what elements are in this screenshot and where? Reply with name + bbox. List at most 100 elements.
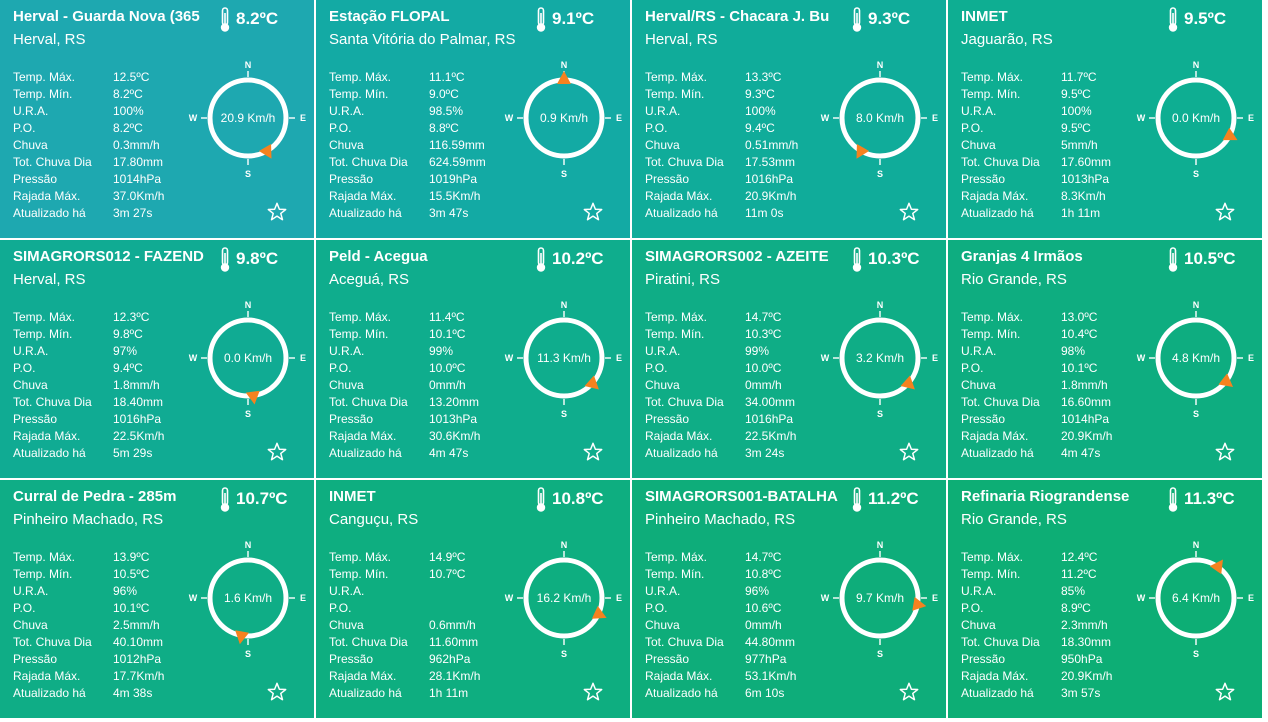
compass-ring [839, 557, 921, 639]
measurement-value: 3m 24s [745, 446, 785, 460]
measurement-label: Temp. Mín. [13, 87, 73, 101]
favorite-star-icon[interactable] [898, 681, 920, 703]
measurement-label: Rajada Máx. [961, 429, 1029, 443]
measurement-row-ura: U.R.A. 97% [13, 343, 203, 360]
station-card-2[interactable]: Estação FLOPAL 9.1ºC Santa Vitória do Pa… [316, 0, 630, 238]
compass-ticks [833, 551, 927, 645]
measurement-value: 1016hPa [113, 412, 162, 426]
station-name: Curral de Pedra - 285m [13, 488, 177, 505]
measurement-value: 8.2ºC [113, 87, 143, 101]
measurement-row-pressao: Pressão 1014hPa [13, 171, 203, 188]
wind-compass: N S E W 0.9 Km/h [505, 60, 622, 179]
measurement-row-po: P.O. 10.1ºC [961, 360, 1151, 377]
station-card-11[interactable]: SIMAGRORS001-BATALHA 11.2ºC Pinheiro Mac… [632, 480, 946, 718]
measurement-label: P.O. [645, 361, 668, 375]
station-card-7[interactable]: SIMAGRORS002 - AZEITE 10.3ºC Piratini, R… [632, 240, 946, 478]
thermometer-icon [1168, 487, 1178, 512]
measurement-label: Rajada Máx. [645, 189, 713, 203]
measurements-list: Temp. Máx. 14.7ºC Temp. Mín. 10.8ºC U.R.A. 96… [645, 549, 835, 702]
station-card-12[interactable]: Refinaria Riograndense 11.3ºC Rio Grande… [948, 480, 1262, 718]
compass-ring [523, 557, 605, 639]
station-card-10[interactable]: INMET 10.8ºC Canguçu, RS Temp. Máx. 14.9º… [316, 480, 630, 718]
measurement-row-chuva: Chuva 1.8mm/h [13, 377, 203, 394]
favorite-star-icon[interactable] [1214, 201, 1236, 223]
favorite-star-icon[interactable] [898, 441, 920, 463]
wind-compass: N S E W 0.0 Km/h [1137, 60, 1254, 179]
measurement-row-temp-max: Temp. Máx. 14.7ºC [645, 309, 835, 326]
compass-ticks [1149, 551, 1243, 645]
measurement-value: 13.9ºC [113, 550, 150, 564]
favorite-star-icon[interactable] [266, 681, 288, 703]
favorite-star-icon[interactable] [266, 441, 288, 463]
station-card-9[interactable]: Curral de Pedra - 285m 10.7ºC Pinheiro M… [0, 480, 314, 718]
measurements-list: Temp. Máx. 13.9ºC Temp. Mín. 10.5ºC U.R.A. 96… [13, 549, 203, 702]
measurement-row-chuva: Chuva 0mm/h [645, 617, 835, 634]
wind-speed: 20.9 Km/h [221, 111, 276, 125]
measurement-row-chuva: Chuva 0mm/h [645, 377, 835, 394]
measurement-value: 4m 38s [113, 686, 153, 700]
compass-ticks [201, 71, 295, 165]
measurement-row-rajada: Rajada Máx. 22.5Km/h [13, 428, 203, 445]
station-card-1[interactable]: Herval - Guarda Nova (365 8.2ºC Herval, … [0, 0, 314, 238]
station-card-5[interactable]: SIMAGRORS012 - FAZEND 9.8ºC Herval, RS T… [0, 240, 314, 478]
measurement-label: Temp. Mín. [961, 567, 1021, 581]
measurement-label: Chuva [329, 378, 364, 392]
wind-direction-arrow [584, 375, 599, 390]
favorite-star-icon[interactable] [898, 201, 920, 223]
wind-speed: 4.8 Km/h [1172, 351, 1220, 365]
measurement-label: Atualizado há [329, 446, 402, 460]
measurement-row-po: P.O. 8.9ºC [961, 600, 1151, 617]
station-card-6[interactable]: Peld - Acegua 10.2ºC Aceguá, RS Temp. Má… [316, 240, 630, 478]
measurement-label: P.O. [13, 361, 36, 375]
station-card-8[interactable]: Granjas 4 Irmãos 10.5ºC Rio Grande, RS T… [948, 240, 1262, 478]
measurement-label: Atualizado há [329, 686, 402, 700]
measurement-value: 9.5ºC [1061, 121, 1091, 135]
compass-west-label: W [189, 353, 198, 363]
measurement-value: 1h 11m [1061, 206, 1101, 220]
station-location: Herval, RS [13, 31, 86, 48]
compass-ring [839, 77, 921, 159]
compass-ticks [201, 311, 295, 405]
wind-speed: 3.2 Km/h [856, 351, 904, 365]
measurement-value: 9.4ºC [113, 361, 143, 375]
measurement-label: Tot. Chuva Dia [329, 155, 408, 169]
favorite-star-icon[interactable] [1214, 681, 1236, 703]
station-card-4[interactable]: INMET 9.5ºC Jaguarão, RS Temp. Máx. 11.7º… [948, 0, 1262, 238]
measurement-row-ura: U.R.A. [329, 583, 519, 600]
measurement-label: Pressão [13, 652, 58, 666]
measurement-label: Rajada Máx. [329, 429, 397, 443]
measurement-row-temp-min: Temp. Mín. 9.0ºC [329, 86, 519, 103]
wind-compass: N S E W 6.4 Km/h [1137, 540, 1254, 659]
measurement-row-atualizado: Atualizado há 3m 57s [961, 685, 1151, 702]
measurement-row-po: P.O. 8.2ºC [13, 120, 203, 137]
measurement-value: 98.5% [429, 104, 464, 118]
measurement-row-rajada: Rajada Máx. 20.9Km/h [645, 188, 835, 205]
wind-speed: 8.0 Km/h [856, 111, 904, 125]
favorite-star-icon[interactable] [582, 201, 604, 223]
compass-south-label: S [1193, 169, 1199, 179]
station-location: Rio Grande, RS [961, 271, 1067, 288]
compass-west-label: W [821, 353, 830, 363]
measurement-row-po: P.O. 9.4ºC [645, 120, 835, 137]
measurements-list: Temp. Máx. 12.4ºC Temp. Mín. 11.2ºC U.R.A. 85… [961, 549, 1151, 702]
measurement-value: 12.4ºC [1061, 550, 1098, 564]
favorite-star-icon[interactable] [582, 681, 604, 703]
favorite-star-icon[interactable] [1214, 441, 1236, 463]
measurement-row-po: P.O. [329, 600, 519, 617]
station-card-3[interactable]: Herval/RS - Chacara J. Bu 9.3ºC Herval, … [632, 0, 946, 238]
measurement-value: 13.0ºC [1061, 310, 1098, 324]
measurement-label: Temp. Máx. [329, 310, 392, 324]
measurement-label: Rajada Máx. [13, 429, 81, 443]
measurement-value: 40.10mm [113, 635, 164, 649]
measurement-label: U.R.A. [329, 344, 365, 358]
measurement-row-chuva: Chuva 1.8mm/h [961, 377, 1151, 394]
station-location: Pinheiro Machado, RS [645, 511, 796, 528]
favorite-star-icon[interactable] [582, 441, 604, 463]
station-location: Herval, RS [13, 271, 86, 288]
compass-east-label: E [300, 593, 306, 603]
station-name: SIMAGRORS002 - AZEITE [645, 248, 829, 265]
measurement-row-ura: U.R.A. 98.5% [329, 103, 519, 120]
favorite-star-icon[interactable] [266, 201, 288, 223]
compass-ticks [833, 311, 927, 405]
